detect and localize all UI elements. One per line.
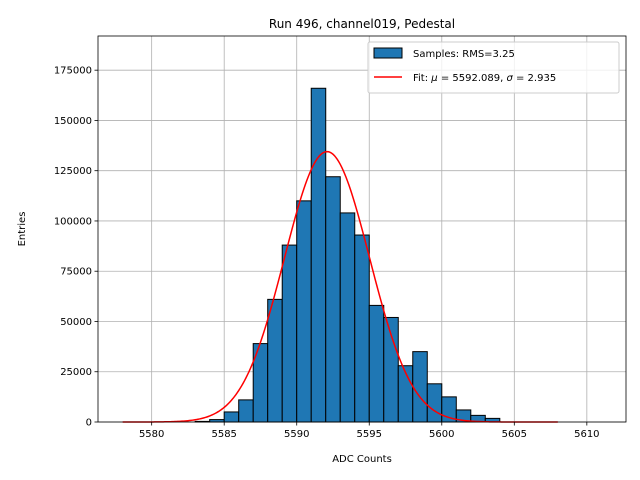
histogram-bar — [238, 399, 254, 423]
histogram-bar — [412, 351, 428, 423]
y-tick-label: 25000 — [60, 367, 92, 378]
plot-frame — [97, 35, 627, 423]
y-tick-label: 175000 — [54, 66, 92, 77]
x-tick-label: 5600 — [429, 429, 454, 440]
x-tick-label: 5610 — [574, 429, 599, 440]
histogram-bar — [310, 87, 327, 423]
y-axis-title: Entries — [17, 212, 28, 247]
axis-ticks: 5580 5585 5590 5595 5600 5605 5610 0 25000 50000 7… — [54, 66, 600, 440]
histogram-bar — [296, 200, 312, 423]
legend-label-fit: Fit: μ = 5592.089, σ = 2.935 — [413, 73, 556, 84]
y-tick-label: 75000 — [60, 267, 92, 278]
legend-box — [367, 41, 620, 94]
x-tick-label: 5590 — [284, 429, 309, 440]
y-tick-label: 50000 — [60, 317, 92, 328]
histogram-bar — [339, 212, 356, 423]
y-tick-label: 150000 — [54, 116, 92, 127]
histogram-bar — [281, 244, 298, 423]
histogram-bar — [426, 383, 443, 423]
x-tick-label: 5605 — [502, 429, 527, 440]
y-tick-label: 125000 — [54, 166, 92, 177]
x-tick-label: 5595 — [357, 429, 382, 440]
histogram-bar — [354, 234, 370, 423]
x-tick-label: 5580 — [139, 429, 164, 440]
histogram-bar — [267, 298, 283, 423]
histogram-bar — [223, 411, 240, 423]
y-tick-label: 0 — [86, 418, 92, 429]
y-tick-label: 100000 — [54, 216, 92, 227]
chart-title: Run 496, channel019, Pedestal — [269, 17, 455, 31]
x-tick-label: 5585 — [211, 429, 236, 440]
legend-swatch-histogram — [373, 47, 403, 59]
legend: Samples: RMS=3.25 Fit: μ = 5592.089, σ =… — [367, 41, 620, 94]
legend-label-histogram: Samples: RMS=3.25 — [413, 49, 515, 60]
grid-lines — [98, 36, 626, 423]
x-axis-title: ADC Counts — [332, 454, 392, 465]
histogram-bar — [325, 176, 341, 423]
histogram-bar — [368, 304, 385, 423]
